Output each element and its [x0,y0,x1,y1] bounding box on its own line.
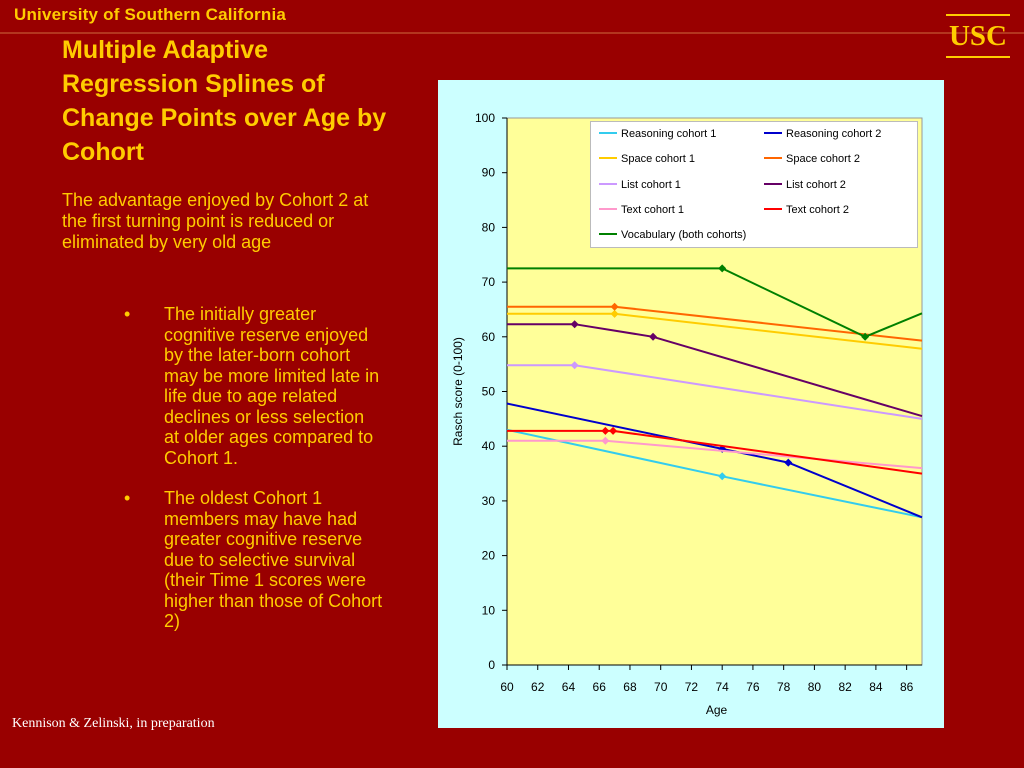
legend-item: List cohort 1 [599,178,681,192]
bullet-list: The initially greater cognitive reserve … [124,304,384,652]
legend-label: Text cohort 1 [621,204,684,216]
y-tick-label: 50 [482,385,496,399]
legend-label: Vocabulary (both cohorts) [621,229,747,241]
x-tick-label: 74 [716,680,730,694]
x-tick-label: 62 [531,680,545,694]
x-tick-label: 86 [900,680,914,694]
legend-label: Space cohort 2 [786,153,860,165]
legend-label: Text cohort 2 [786,204,849,216]
series-line [506,402,923,519]
x-tick-label: 64 [562,680,576,694]
header-bar: University of Southern California [0,0,1024,34]
legend-swatch [599,132,617,135]
series-marker [601,426,610,435]
citation: Kennison & Zelinski, in preparation [12,716,215,731]
x-tick-label: 82 [838,680,852,694]
bullet-item: The oldest Cohort 1 members may have had… [124,488,384,632]
y-tick-label: 0 [488,658,495,672]
y-tick-label: 60 [482,330,496,344]
series-marker [861,332,870,341]
legend-swatch [764,157,782,160]
legend-swatch [599,157,617,160]
series-marker [610,302,619,311]
x-tick-label: 80 [808,680,822,694]
y-tick-label: 80 [482,220,496,234]
legend-item: Text cohort 1 [599,203,684,217]
legend-label: List cohort 2 [786,179,846,191]
series-marker [610,309,619,318]
legend-item: Text cohort 2 [764,203,849,217]
usc-logo: USC [946,14,1010,58]
legend-swatch [599,233,617,236]
chart-frame: 0 10 20 30 40 50 60 70 80 90 100 60 62 64 66 68 70 72 74 76… [438,80,944,728]
lead-paragraph: The advantage enjoyed by Cohort 2 at the… [62,190,369,252]
x-tick-label: 78 [777,680,791,694]
legend-item: Space cohort 2 [764,152,860,166]
y-tick-label: 40 [482,439,496,453]
chart-legend: Reasoning cohort 1 Reasoning cohort 2 Spac… [590,121,918,248]
x-tick-label: 66 [593,680,607,694]
legend-swatch [764,183,782,186]
bullet-item: The initially greater cognitive reserve … [124,304,384,468]
series-line [507,323,923,418]
legend-item: Space cohort 1 [599,152,695,166]
legend-swatch [599,183,617,186]
x-tick-label: 72 [685,680,699,694]
series-line [507,267,923,338]
series-marker [570,361,579,370]
legend-item: Vocabulary (both cohorts) [599,228,746,242]
series-marker [609,426,618,435]
legend-item: Reasoning cohort 1 [599,127,716,141]
legend-label: Space cohort 1 [621,153,695,165]
legend-swatch [764,132,782,135]
legend-label: Reasoning cohort 1 [621,128,717,140]
series-marker [649,332,658,341]
y-axis-label: Rasch score (0-100) [451,337,465,446]
y-tick-label: 70 [482,275,496,289]
series-marker [718,472,727,481]
x-tick-label: 70 [654,680,668,694]
x-axis-label: Age [706,703,728,717]
series-marker [718,264,727,273]
x-tick-label: 60 [500,680,514,694]
series-marker [784,458,793,467]
legend-label: Reasoning cohort 2 [786,128,882,140]
legend-swatch [764,208,782,211]
series-marker [601,436,610,445]
university-name: University of Southern California [14,5,287,24]
slide-title: Multiple Adaptive Regression Splines of … [62,36,387,166]
x-tick-label: 68 [623,680,637,694]
legend-item: List cohort 2 [764,178,846,192]
legend-label: List cohort 1 [621,179,681,191]
y-tick-label: 90 [482,166,496,180]
y-tick-label: 20 [482,549,496,563]
y-tick-label: 100 [475,111,495,125]
series-marker [570,320,579,329]
x-tick-label: 84 [869,680,883,694]
y-tick-label: 30 [482,494,496,508]
y-tick-label: 10 [482,603,496,617]
legend-item: Reasoning cohort 2 [764,127,881,141]
legend-swatch [599,208,617,211]
x-tick-label: 76 [746,680,760,694]
